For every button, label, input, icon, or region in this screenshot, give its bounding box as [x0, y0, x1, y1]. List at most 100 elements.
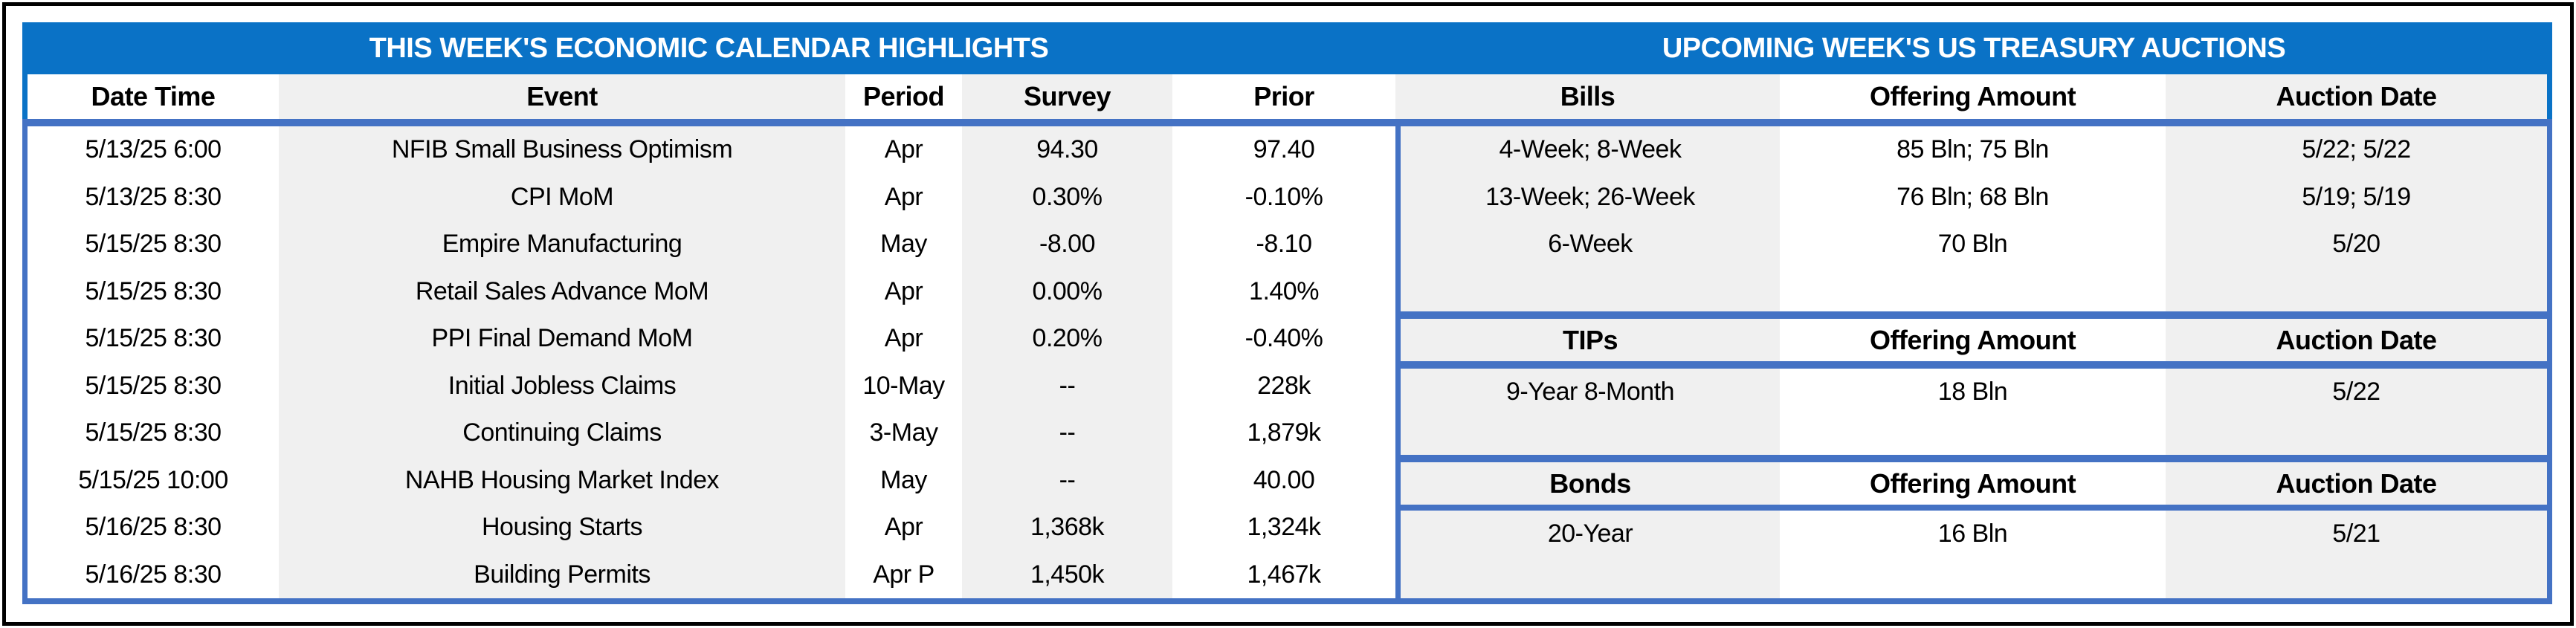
col-header-offering-amount: Offering Amount: [1780, 462, 2166, 505]
tips-table: 9-Year 8-Month 18 Bln 5/22: [1401, 369, 2547, 416]
col-header-auction-date: Auction Date: [2166, 462, 2547, 505]
offering-amount-cell: 85 Bln; 75 Bln: [1897, 135, 2049, 164]
panel-divider-border: [1395, 126, 1401, 604]
col-header-date-time: Date Time: [28, 74, 279, 119]
prior-cell: 97.40: [1172, 126, 1395, 174]
col-header-period: Period: [845, 74, 962, 119]
economic-calendar-table: 5/13/25 6:00 NFIB Small Business Optimis…: [28, 126, 1395, 598]
prior-cell: 1,879k: [1172, 410, 1395, 457]
period-cell: 10-May: [845, 362, 962, 410]
period-cell: Apr: [845, 268, 962, 315]
event-cell: CPI MoM: [279, 173, 845, 221]
period-cell: Apr: [845, 315, 962, 363]
prior-cell: 1,324k: [1172, 504, 1395, 551]
auction-date-cell: 5/22: [2332, 378, 2380, 407]
bottom-border: [22, 598, 2552, 604]
bills-cell: 6-Week: [1548, 230, 1633, 259]
treasury-auctions-title: UPCOMING WEEK'S US TREASURY AUCTIONS: [1662, 32, 2286, 64]
col-header-event: Event: [279, 74, 845, 119]
header-divider: [22, 119, 2552, 126]
right-table-border: [2547, 126, 2552, 604]
bonds-table: 20-Year 16 Bln 5/21: [1401, 511, 2547, 558]
bonds-header-divider: [1395, 505, 2552, 511]
survey-cell: 0.00%: [962, 268, 1172, 315]
left-table-border: [22, 126, 28, 604]
auction-date-cell: 5/22; 5/22: [2302, 135, 2411, 164]
date-time-cell: 5/15/25 8:30: [28, 410, 279, 457]
bills-cell: 4-Week; 8-Week: [1499, 135, 1682, 164]
prior-cell: 1.40%: [1172, 268, 1395, 315]
date-time-cell: 5/16/25 8:30: [28, 551, 279, 598]
event-cell: NFIB Small Business Optimism: [279, 126, 845, 174]
offering-amount-cell: 70 Bln: [1937, 230, 2008, 259]
date-time-cell: 5/13/25 8:30: [28, 173, 279, 221]
col-header-bills: Bills: [1395, 74, 1780, 119]
survey-cell: 1,450k: [962, 551, 1172, 598]
date-time-cell: 5/15/25 10:00: [28, 456, 279, 504]
col-header-prior: Prior: [1172, 74, 1395, 119]
prior-cell: -0.10%: [1172, 173, 1395, 221]
event-cell: Retail Sales Advance MoM: [279, 268, 845, 315]
bills-cell: 13-Week; 26-Week: [1485, 182, 1695, 211]
prior-cell: 40.00: [1172, 456, 1395, 504]
auction-date-cell: 5/19; 5/19: [2302, 182, 2411, 211]
col-header-offering-amount: Offering Amount: [1780, 74, 2166, 119]
survey-cell: --: [962, 456, 1172, 504]
tips-header-row: TIPs Offering Amount Auction Date: [1401, 319, 2547, 361]
bonds-header-row: Bonds Offering Amount Auction Date: [1401, 462, 2547, 505]
col-header-auction-date: Auction Date: [2166, 319, 2547, 361]
period-cell: May: [845, 221, 962, 268]
date-time-cell: 5/15/25 8:30: [28, 315, 279, 363]
bills-table: 4-Week; 8-Week 85 Bln; 75 Bln 5/22; 5/22…: [1401, 126, 2547, 268]
auction-date-cell: 5/20: [2332, 230, 2380, 259]
date-time-cell: 5/13/25 6:00: [28, 126, 279, 174]
date-time-cell: 5/15/25 8:30: [28, 268, 279, 315]
event-cell: Empire Manufacturing: [279, 221, 845, 268]
period-cell: 3-May: [845, 410, 962, 457]
survey-cell: 0.20%: [962, 315, 1172, 363]
economic-calendar-title: THIS WEEK'S ECONOMIC CALENDAR HIGHLIGHTS: [369, 32, 1049, 64]
survey-cell: 0.30%: [962, 173, 1172, 221]
prior-cell: 1,467k: [1172, 551, 1395, 598]
period-cell: Apr: [845, 504, 962, 551]
header-left-edge: [22, 74, 28, 119]
col-header-auction-date: Auction Date: [2166, 74, 2547, 119]
survey-cell: 1,368k: [962, 504, 1172, 551]
period-cell: Apr: [845, 173, 962, 221]
tips-cell: 9-Year 8-Month: [1505, 378, 1675, 407]
event-cell: Continuing Claims: [279, 410, 845, 457]
date-time-cell: 5/15/25 8:30: [28, 221, 279, 268]
tips-header-divider: [1395, 361, 2552, 369]
col-header-offering-amount: Offering Amount: [1780, 319, 2166, 361]
period-cell: May: [845, 456, 962, 504]
bills-tips-separator: [1395, 311, 2552, 319]
event-cell: PPI Final Demand MoM: [279, 315, 845, 363]
auction-date-cell: 5/21: [2332, 519, 2380, 548]
date-time-cell: 5/15/25 8:30: [28, 362, 279, 410]
survey-cell: --: [962, 410, 1172, 457]
event-cell: Initial Jobless Claims: [279, 362, 845, 410]
title-band: [22, 22, 2552, 74]
event-cell: Building Permits: [279, 551, 845, 598]
date-time-cell: 5/16/25 8:30: [28, 504, 279, 551]
prior-cell: -0.40%: [1172, 315, 1395, 363]
survey-cell: -8.00: [962, 221, 1172, 268]
col-header-bonds: Bonds: [1401, 462, 1780, 505]
col-header-tips: TIPs: [1401, 319, 1780, 361]
offering-amount-cell: 18 Bln: [1937, 378, 2008, 407]
prior-cell: -8.10: [1172, 221, 1395, 268]
event-cell: Housing Starts: [279, 504, 845, 551]
prior-cell: 228k: [1172, 362, 1395, 410]
event-cell: NAHB Housing Market Index: [279, 456, 845, 504]
offering-amount-cell: 76 Bln; 68 Bln: [1897, 182, 2049, 211]
col-header-survey: Survey: [962, 74, 1172, 119]
tips-bonds-separator: [1395, 455, 2552, 462]
period-cell: Apr: [845, 126, 962, 174]
period-cell: Apr P: [845, 551, 962, 598]
column-header-row: Date Time Event Period Survey Prior Bill…: [28, 74, 2547, 119]
survey-cell: 94.30: [962, 126, 1172, 174]
header-right-edge: [2547, 74, 2552, 119]
offering-amount-cell: 16 Bln: [1937, 519, 2008, 548]
bonds-cell: 20-Year: [1547, 519, 1633, 548]
